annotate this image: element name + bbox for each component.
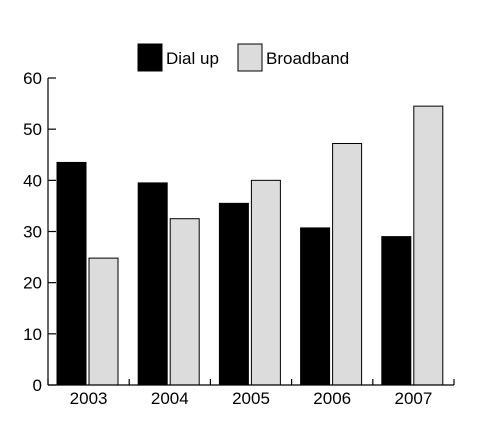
legend: Dial up Broadband [137, 43, 349, 72]
bar-broadband-2004 [169, 218, 200, 386]
y-tick-label: 0 [33, 376, 42, 395]
x-tick-label: 2005 [232, 389, 270, 408]
x-tick-label: 2006 [313, 389, 351, 408]
bar-dial-up-2007 [381, 236, 412, 386]
bar-dial-up-2006 [300, 227, 331, 386]
y-tick-label: 20 [23, 274, 42, 293]
bar-dial-up-2003 [56, 161, 87, 386]
axes-group: 0 10 20 30 40 50 60 2003 2004 2005 2006 2007 [23, 69, 455, 408]
legend-swatch-broadband [237, 43, 263, 72]
legend-label-broadband: Broadband [266, 49, 349, 68]
bars-group [56, 105, 444, 386]
y-tick-label: 10 [23, 325, 42, 344]
bar-broadband-2005 [250, 179, 281, 386]
bar-broadband-2003 [88, 257, 119, 386]
bar-dial-up-2005 [218, 202, 249, 386]
y-tick-label: 60 [23, 69, 42, 88]
legend-swatch-dial-up [137, 43, 163, 72]
y-tick-label: 30 [23, 223, 42, 242]
bar-broadband-2006 [332, 142, 363, 386]
y-tick-label: 50 [23, 120, 42, 139]
legend-label-dial-up: Dial up [166, 49, 219, 68]
y-tick-label: 40 [23, 171, 42, 190]
x-tick-label: 2007 [394, 389, 432, 408]
x-tick-label: 2003 [70, 389, 108, 408]
bar-broadband-2007 [413, 105, 444, 386]
bar-dial-up-2004 [137, 182, 168, 386]
x-tick-label: 2004 [151, 389, 189, 408]
